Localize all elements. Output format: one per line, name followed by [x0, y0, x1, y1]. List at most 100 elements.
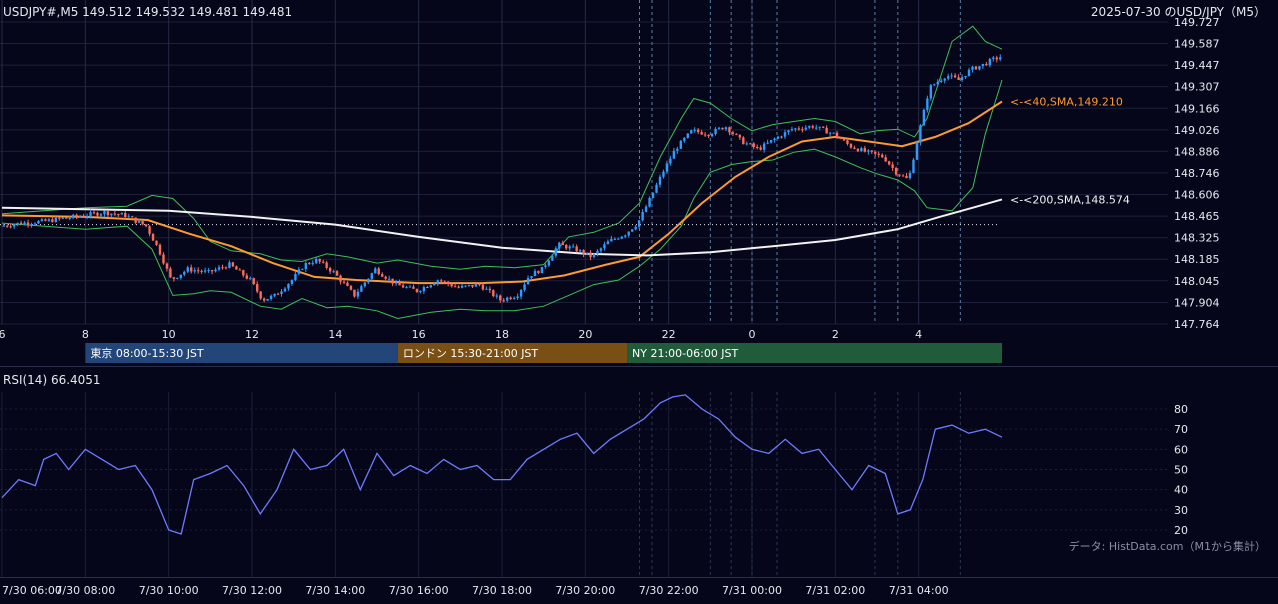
candle-body	[186, 267, 189, 272]
candle-body	[613, 238, 617, 240]
candle-body	[585, 252, 589, 255]
candle-body	[846, 140, 849, 144]
candle-body	[960, 77, 964, 80]
candle-body	[915, 142, 919, 160]
candle-body	[988, 58, 992, 66]
candle-body	[599, 248, 603, 251]
candle-body	[769, 139, 773, 143]
candle-body	[742, 137, 745, 145]
candle-body	[759, 147, 762, 150]
candle-body	[37, 221, 40, 224]
sma40-label: <-<40,SMA,149.210	[1010, 96, 1123, 109]
candle-body	[696, 129, 700, 133]
session-bar: 東京 08:00-15:30 JST ロンドン 15:30-21:00 JST NY…	[85, 343, 1002, 363]
candle-body	[426, 287, 429, 289]
candle-body	[9, 226, 12, 228]
candle-body	[804, 127, 808, 130]
candle-body	[460, 285, 464, 288]
candle-body	[346, 282, 349, 287]
rsi-tick-label: 40	[1174, 484, 1188, 497]
candle-body	[669, 158, 672, 164]
candle-body	[762, 143, 766, 150]
candle-body	[495, 295, 498, 297]
candle-body	[214, 269, 217, 272]
candle-body	[54, 217, 58, 222]
candle-body	[148, 226, 151, 234]
price-tick-label: 148.185	[1174, 253, 1220, 266]
candle-body	[686, 133, 689, 138]
rsi-time-tick-label: 7/31 00:00	[722, 584, 782, 597]
candle-body	[853, 147, 856, 149]
candle-body	[828, 132, 832, 134]
candle-body	[637, 220, 641, 227]
candle-body	[367, 278, 370, 283]
candle-body	[839, 137, 842, 140]
candle-body	[631, 229, 634, 232]
time-tick-label: 0	[749, 328, 756, 341]
candle-body	[773, 138, 776, 140]
candle-body	[787, 130, 790, 133]
candle-body	[530, 276, 533, 279]
candlesticks	[2, 54, 1002, 303]
candle-body	[356, 291, 360, 297]
candle-body	[710, 133, 714, 137]
candle-body	[131, 216, 134, 218]
candle-body	[134, 217, 137, 223]
price-grid	[0, 0, 1168, 325]
candle-body	[752, 143, 755, 147]
candle-body	[509, 297, 512, 300]
candle-body	[801, 129, 804, 131]
bollinger-lower-line	[1, 79, 1003, 320]
candle-body	[349, 286, 353, 290]
candle-body	[259, 291, 262, 299]
candle-body	[526, 278, 530, 285]
candle-body	[766, 142, 769, 144]
candle-body	[624, 235, 627, 237]
candle-body	[387, 278, 391, 280]
candle-body	[92, 212, 96, 214]
candle-body	[492, 290, 495, 297]
candle-body	[471, 284, 474, 287]
candle-body	[231, 262, 235, 267]
candle-body	[683, 137, 686, 141]
candle-body	[891, 164, 894, 168]
candle-body	[96, 212, 99, 216]
candle-body	[884, 157, 887, 162]
candle-body	[71, 214, 75, 218]
candle-body	[82, 216, 85, 218]
session-block	[627, 343, 1002, 363]
candle-body	[818, 126, 821, 128]
candle-body	[151, 233, 155, 241]
candle-body	[228, 262, 231, 268]
candle-body	[207, 270, 210, 272]
candle-body	[443, 281, 446, 283]
candle-body	[634, 226, 637, 230]
candle-body	[61, 217, 64, 219]
candle-body	[707, 134, 710, 137]
candle-body	[967, 69, 971, 76]
sma40-line	[1, 100, 1003, 285]
candle-body	[249, 278, 252, 280]
candle-body	[446, 281, 450, 285]
candle-body	[512, 298, 516, 300]
candle-body	[224, 267, 228, 269]
rsi-time-tick-label: 7/30 16:00	[389, 584, 449, 597]
candle-body	[33, 223, 37, 225]
candle-body	[499, 295, 502, 301]
candle-body	[849, 143, 853, 148]
candle-body	[297, 269, 301, 274]
candle-body	[797, 128, 801, 130]
candle-body	[339, 275, 342, 282]
candle-body	[85, 215, 89, 217]
time-tick-label: 8	[82, 328, 89, 341]
time-tick-label: 4	[915, 328, 922, 341]
rsi-tick-label: 20	[1174, 524, 1188, 537]
candle-body	[440, 280, 443, 282]
candle-body	[662, 171, 665, 177]
candle-body	[540, 266, 544, 274]
candle-body	[158, 244, 162, 255]
candle-body	[110, 213, 113, 216]
candle-body	[738, 134, 742, 138]
candle-body	[717, 127, 721, 129]
